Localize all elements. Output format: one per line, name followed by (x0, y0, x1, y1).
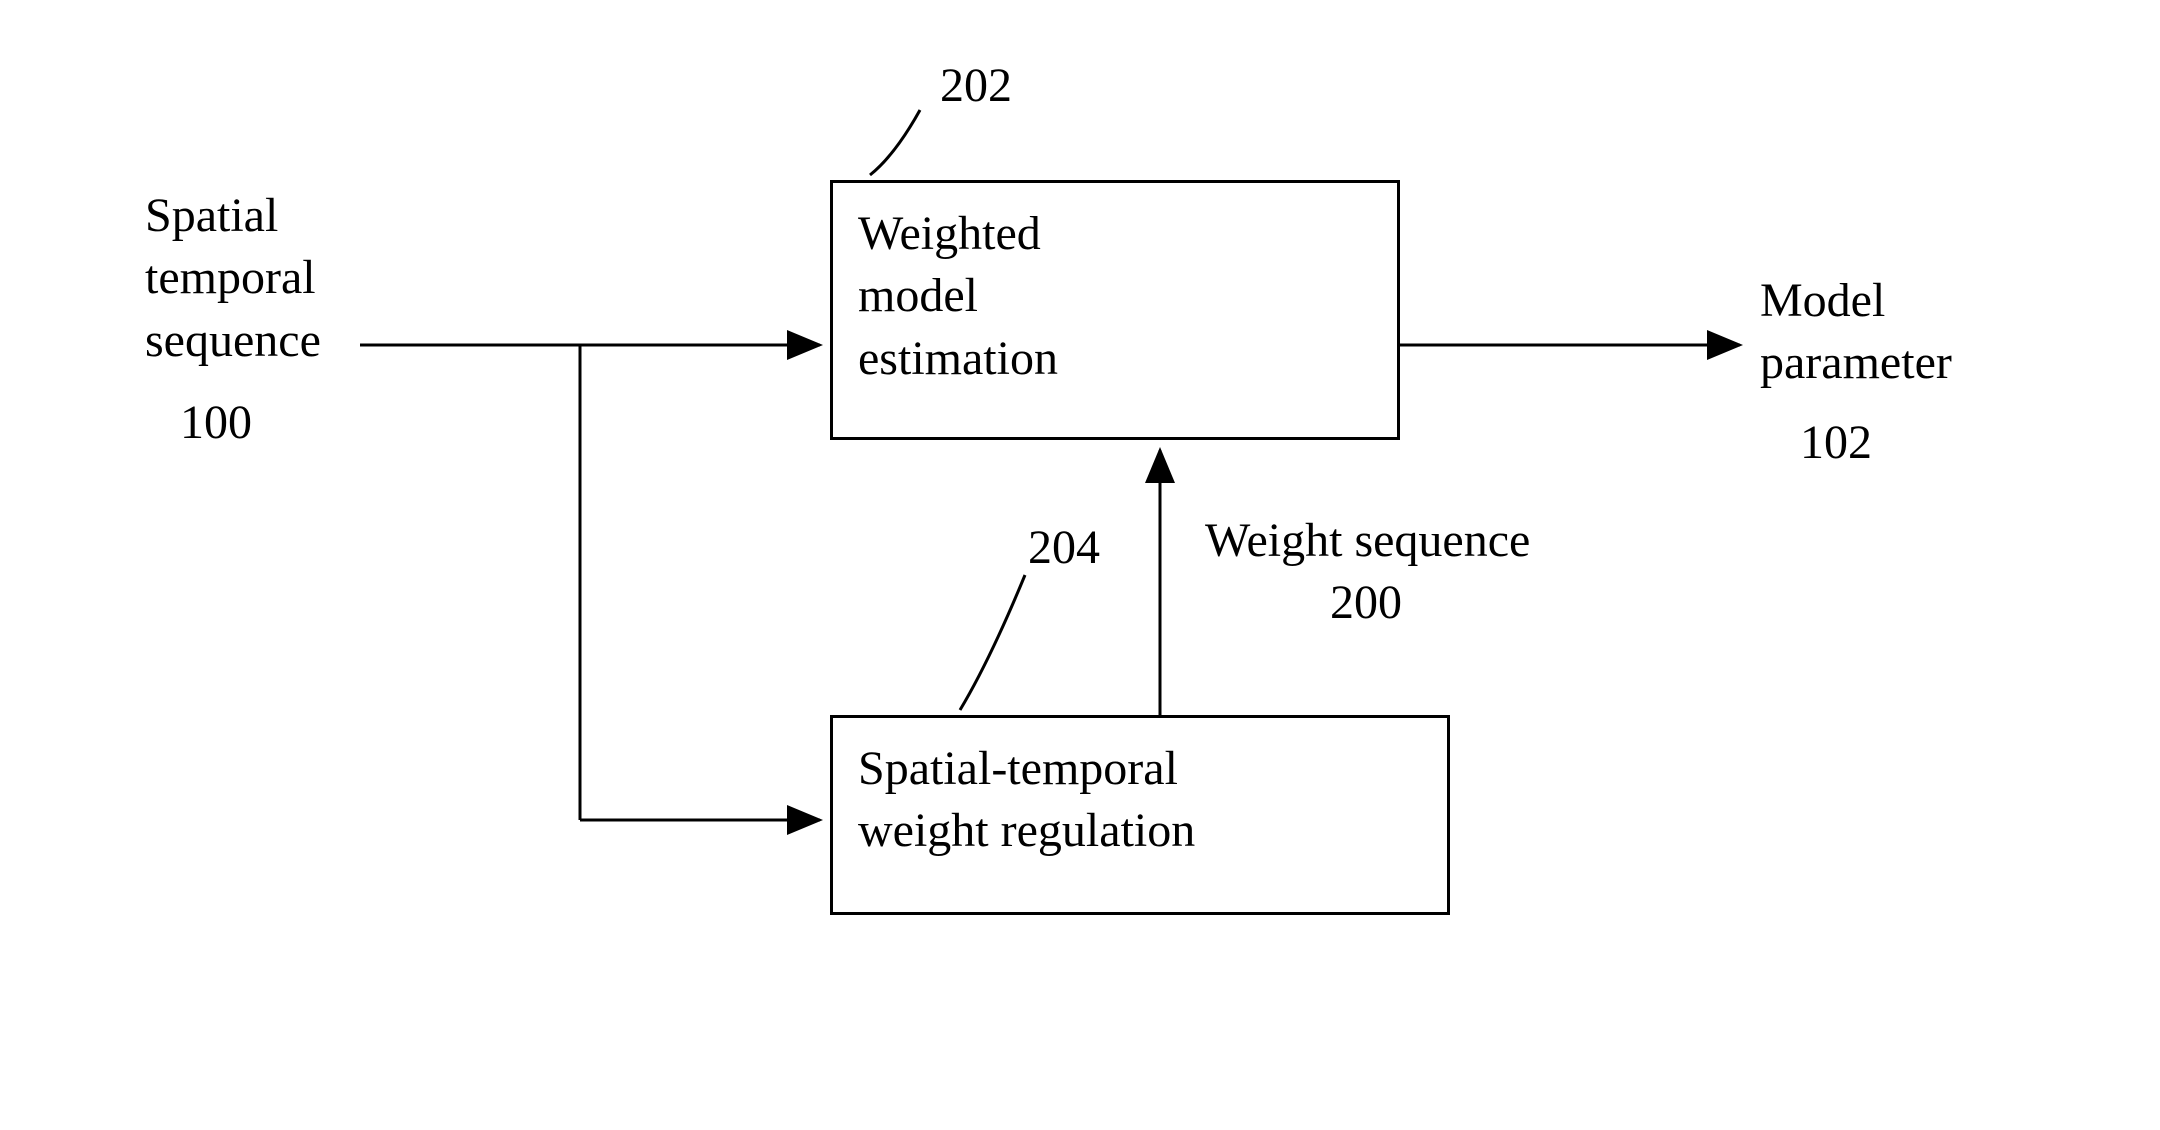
callout-204 (960, 575, 1025, 710)
weight-sequence-text: Weight sequence (1205, 510, 1530, 572)
weighted-model-box: Weighted model estimation (830, 180, 1400, 440)
output-ref-number: 102 (1800, 415, 1872, 470)
output-label-line2: parameter (1760, 332, 1952, 394)
weighted-model-line3: estimation (858, 328, 1372, 390)
spatial-temporal-line2: weight regulation (858, 800, 1422, 862)
input-label-line1: Spatial (145, 185, 321, 247)
weighted-model-line1: Weighted (858, 203, 1372, 265)
weighted-ref-number: 202 (940, 58, 1012, 113)
input-label: Spatial temporal sequence (145, 185, 321, 372)
weight-sequence-ref: 200 (1330, 575, 1402, 630)
output-label-line1: Model (1760, 270, 1952, 332)
input-label-line3: sequence (145, 310, 321, 372)
weight-sequence-label: Weight sequence (1205, 510, 1530, 572)
spatial-temporal-box: Spatial-temporal weight regulation (830, 715, 1450, 915)
spatial-temporal-line1: Spatial-temporal (858, 738, 1422, 800)
callout-202 (870, 110, 920, 175)
input-label-line2: temporal (145, 247, 321, 309)
block-diagram: Spatial temporal sequence 100 Model para… (0, 0, 2160, 1130)
weighted-model-line2: model (858, 265, 1372, 327)
output-label: Model parameter (1760, 270, 1952, 395)
spatial-ref-number: 204 (1028, 520, 1100, 575)
input-ref-number: 100 (180, 395, 252, 450)
